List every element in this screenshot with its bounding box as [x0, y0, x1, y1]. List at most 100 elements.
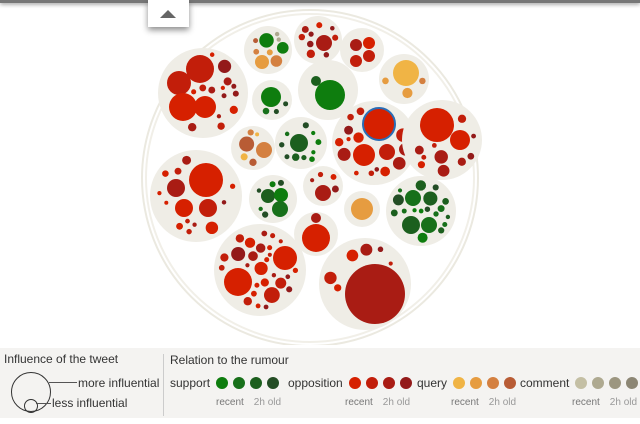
- tweet-bubble[interactable]: [284, 131, 290, 137]
- tweet-bubble[interactable]: [363, 37, 375, 49]
- tweet-bubble[interactable]: [274, 31, 280, 37]
- tweet-bubble[interactable]: [284, 154, 290, 160]
- tweet-bubble[interactable]: [310, 178, 315, 183]
- tweet-bubble[interactable]: [253, 38, 259, 44]
- tweet-bubble[interactable]: [255, 243, 266, 253]
- tweet-bubble[interactable]: [390, 209, 398, 217]
- tweet-bubble[interactable]: [261, 87, 281, 107]
- tweet-bubble[interactable]: [247, 129, 254, 136]
- tweet-bubble[interactable]: [306, 49, 316, 59]
- tweet-bubble[interactable]: [232, 90, 239, 97]
- tweet-bubble[interactable]: [382, 77, 389, 85]
- tweet-bubble[interactable]: [224, 268, 252, 296]
- tweet-bubble[interactable]: [442, 221, 448, 228]
- tweet-bubble[interactable]: [315, 80, 345, 110]
- tweet-bubble[interactable]: [255, 132, 260, 137]
- tweet-bubble[interactable]: [337, 147, 351, 161]
- tweet-bubble[interactable]: [402, 216, 420, 234]
- tweet-bubble[interactable]: [356, 107, 365, 116]
- tweet-bubble[interactable]: [354, 170, 359, 176]
- tweet-bubble[interactable]: [254, 261, 268, 276]
- tweet-bubble[interactable]: [290, 134, 308, 152]
- tweet-bubble[interactable]: [324, 271, 337, 285]
- tweet-bubble[interactable]: [335, 138, 344, 147]
- tweet-bubble[interactable]: [363, 50, 375, 62]
- tweet-bubble[interactable]: [392, 194, 404, 206]
- tweet-bubble[interactable]: [307, 40, 314, 48]
- tweet-bubble[interactable]: [220, 85, 225, 90]
- tweet-bubble[interactable]: [218, 264, 225, 271]
- tweet-bubble[interactable]: [186, 55, 214, 83]
- tweet-bubble[interactable]: [277, 179, 284, 186]
- tweet-bubble[interactable]: [235, 234, 245, 243]
- tweet-bubble[interactable]: [412, 208, 417, 213]
- tweet-bubble[interactable]: [167, 71, 191, 95]
- tweet-bubble[interactable]: [301, 26, 309, 33]
- tweet-bubble[interactable]: [346, 136, 351, 142]
- tweet-bubble[interactable]: [261, 189, 275, 203]
- tweet-bubble[interactable]: [360, 243, 373, 256]
- tweet-bubble[interactable]: [418, 208, 424, 214]
- tweet-bubble[interactable]: [334, 284, 342, 292]
- tweet-bubble[interactable]: [457, 114, 467, 123]
- tweet-bubble[interactable]: [267, 252, 272, 257]
- tweet-bubble[interactable]: [216, 114, 222, 119]
- tweet-bubble[interactable]: [345, 264, 405, 324]
- tweet-bubble[interactable]: [276, 42, 289, 54]
- tweet-bubble[interactable]: [424, 206, 431, 212]
- tweet-bubble[interactable]: [169, 93, 197, 121]
- tweet-bubble[interactable]: [433, 211, 439, 217]
- tweet-bubble[interactable]: [377, 246, 384, 253]
- tweet-bubble[interactable]: [176, 222, 184, 230]
- tweet-bubble[interactable]: [270, 55, 283, 67]
- tweet-bubble[interactable]: [266, 49, 273, 56]
- tweet-bubble[interactable]: [308, 31, 314, 37]
- tweet-bubble[interactable]: [223, 77, 232, 86]
- tweet-bubble[interactable]: [292, 267, 299, 274]
- tweet-bubble[interactable]: [419, 77, 426, 85]
- tweet-bubble[interactable]: [388, 261, 393, 266]
- tweet-bubble[interactable]: [311, 76, 321, 86]
- tweet-bubble[interactable]: [420, 108, 454, 142]
- tweet-bubble[interactable]: [285, 274, 291, 280]
- tweet-bubble[interactable]: [231, 246, 246, 262]
- tweet-bubble[interactable]: [229, 105, 238, 114]
- tweet-bubble[interactable]: [350, 55, 362, 67]
- tweet-bubble[interactable]: [346, 249, 359, 262]
- tweet-bubble[interactable]: [194, 96, 216, 118]
- tweet-bubble[interactable]: [267, 245, 273, 251]
- tweet-bubble[interactable]: [269, 181, 276, 188]
- tweet-bubble[interactable]: [434, 150, 448, 164]
- tweet-bubble[interactable]: [209, 52, 215, 57]
- tweet-bubble[interactable]: [258, 206, 263, 212]
- tweet-bubble[interactable]: [392, 157, 406, 170]
- tweet-bubble[interactable]: [423, 191, 438, 206]
- tweet-bubble[interactable]: [263, 304, 269, 310]
- tweet-bubble[interactable]: [374, 167, 380, 172]
- tweet-bubble[interactable]: [187, 122, 197, 132]
- tweet-bubble[interactable]: [323, 52, 330, 58]
- tweet-bubble[interactable]: [229, 183, 236, 189]
- tweet-bubble[interactable]: [253, 48, 260, 55]
- tweet-bubble[interactable]: [264, 257, 270, 263]
- tweet-bubble[interactable]: [450, 130, 470, 150]
- tweet-bubble[interactable]: [174, 167, 182, 175]
- tweet-bubble[interactable]: [301, 154, 307, 161]
- collapse-toggle-button[interactable]: [148, 0, 189, 27]
- tweet-bubble[interactable]: [311, 213, 321, 223]
- tweet-bubble[interactable]: [231, 83, 237, 89]
- tweet-bubble[interactable]: [467, 152, 475, 160]
- tweet-bubble[interactable]: [457, 157, 466, 166]
- tweet-bubble[interactable]: [471, 133, 476, 139]
- tweet-bubble[interactable]: [417, 232, 428, 243]
- tweet-bubble[interactable]: [240, 153, 248, 161]
- tweet-bubble[interactable]: [220, 253, 229, 262]
- tweet-bubble[interactable]: [380, 166, 391, 177]
- tweet-bubble[interactable]: [311, 150, 316, 155]
- tweet-bubble[interactable]: [243, 296, 252, 306]
- tweet-bubble[interactable]: [245, 263, 250, 268]
- tweet-bubble[interactable]: [255, 303, 261, 309]
- tweet-bubble[interactable]: [415, 180, 427, 191]
- tweet-bubble[interactable]: [332, 34, 339, 41]
- tweet-bubble[interactable]: [186, 228, 192, 235]
